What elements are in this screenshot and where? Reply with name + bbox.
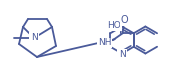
Text: N: N xyxy=(31,33,37,43)
Text: NH: NH xyxy=(98,38,112,47)
Text: N: N xyxy=(119,50,125,59)
Text: HO: HO xyxy=(107,21,121,30)
Text: NH: NH xyxy=(98,38,112,47)
Text: O: O xyxy=(121,15,129,25)
Text: HO: HO xyxy=(107,21,121,30)
Text: O: O xyxy=(121,15,129,25)
Text: N: N xyxy=(119,50,125,59)
